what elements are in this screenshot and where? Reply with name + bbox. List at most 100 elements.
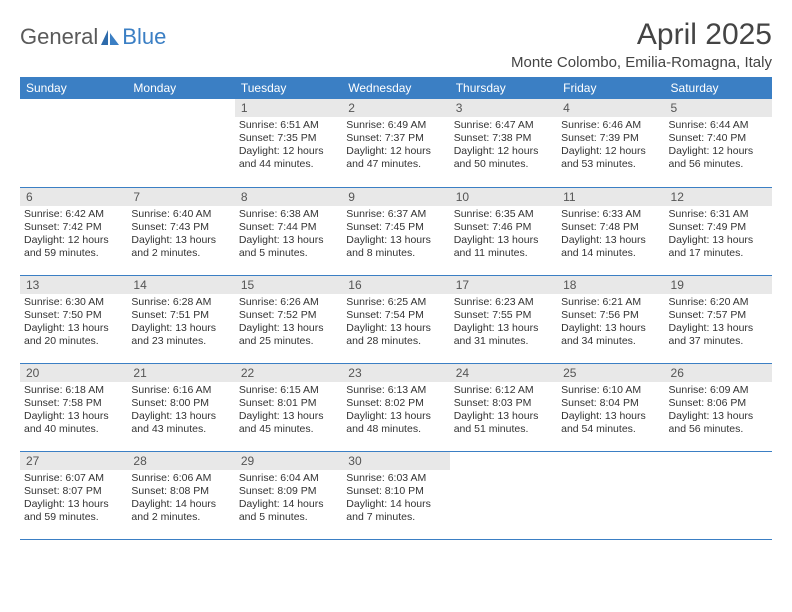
calendar-cell: 26Sunrise: 6:09 AMSunset: 8:06 PMDayligh… <box>665 363 772 451</box>
sunrise-line: Sunrise: 6:20 AM <box>669 296 768 309</box>
calendar-page: General Blue April 2025 Monte Colombo, E… <box>0 0 792 540</box>
day-number: 30 <box>342 452 449 470</box>
calendar-cell <box>557 451 664 539</box>
daylight-line: Daylight: 13 hours and 20 minutes. <box>24 322 123 348</box>
sunrise-line: Sunrise: 6:35 AM <box>454 208 553 221</box>
month-title: April 2025 <box>511 18 772 52</box>
logo: General Blue <box>20 18 166 50</box>
daylight-line: Daylight: 13 hours and 51 minutes. <box>454 410 553 436</box>
daylight-line: Daylight: 14 hours and 5 minutes. <box>239 498 338 524</box>
day-body: Sunrise: 6:25 AMSunset: 7:54 PMDaylight:… <box>342 294 449 349</box>
day-number: 8 <box>235 188 342 206</box>
day-number: 4 <box>557 99 664 117</box>
sunset-line: Sunset: 7:55 PM <box>454 309 553 322</box>
sunset-line: Sunset: 7:37 PM <box>346 132 445 145</box>
day-body: Sunrise: 6:09 AMSunset: 8:06 PMDaylight:… <box>665 382 772 437</box>
day-body: Sunrise: 6:30 AMSunset: 7:50 PMDaylight:… <box>20 294 127 349</box>
calendar-weekdays: Sunday Monday Tuesday Wednesday Thursday… <box>20 77 772 99</box>
calendar-cell: 14Sunrise: 6:28 AMSunset: 7:51 PMDayligh… <box>127 275 234 363</box>
calendar-cell: 2 Sunrise: 6:49 AMSunset: 7:37 PMDaylight… <box>342 99 449 187</box>
sunrise-line: Sunrise: 6:40 AM <box>131 208 230 221</box>
day-body: Sunrise: 6:04 AMSunset: 8:09 PMDaylight:… <box>235 470 342 525</box>
sunset-line: Sunset: 7:40 PM <box>669 132 768 145</box>
sunrise-line: Sunrise: 6:10 AM <box>561 384 660 397</box>
weekday-header: Saturday <box>665 77 772 99</box>
calendar-cell: 22Sunrise: 6:15 AMSunset: 8:01 PMDayligh… <box>235 363 342 451</box>
day-body: Sunrise: 6:18 AMSunset: 7:58 PMDaylight:… <box>20 382 127 437</box>
sunrise-line: Sunrise: 6:33 AM <box>561 208 660 221</box>
day-body: Sunrise: 6:35 AMSunset: 7:46 PMDaylight:… <box>450 206 557 261</box>
day-body: Sunrise: 6:46 AMSunset: 7:39 PMDaylight:… <box>557 117 664 172</box>
calendar-cell: 17Sunrise: 6:23 AMSunset: 7:55 PMDayligh… <box>450 275 557 363</box>
sunset-line: Sunset: 7:43 PM <box>131 221 230 234</box>
sunrise-line: Sunrise: 6:23 AM <box>454 296 553 309</box>
day-number: 23 <box>342 364 449 382</box>
day-number: 2 <box>342 99 449 117</box>
daylight-line: Daylight: 12 hours and 56 minutes. <box>669 145 768 171</box>
sunrise-line: Sunrise: 6:04 AM <box>239 472 338 485</box>
sunrise-line: Sunrise: 6:51 AM <box>239 119 338 132</box>
title-block: April 2025 Monte Colombo, Emilia-Romagna… <box>511 18 772 71</box>
day-number: 22 <box>235 364 342 382</box>
day-body: Sunrise: 6:07 AMSunset: 8:07 PMDaylight:… <box>20 470 127 525</box>
day-number: 16 <box>342 276 449 294</box>
daylight-line: Daylight: 13 hours and 34 minutes. <box>561 322 660 348</box>
calendar-cell: 19Sunrise: 6:20 AMSunset: 7:57 PMDayligh… <box>665 275 772 363</box>
day-body: Sunrise: 6:26 AMSunset: 7:52 PMDaylight:… <box>235 294 342 349</box>
sunset-line: Sunset: 8:07 PM <box>24 485 123 498</box>
calendar-cell: 25Sunrise: 6:10 AMSunset: 8:04 PMDayligh… <box>557 363 664 451</box>
weekday-header: Sunday <box>20 77 127 99</box>
day-number: 6 <box>20 188 127 206</box>
sunrise-line: Sunrise: 6:18 AM <box>24 384 123 397</box>
sunrise-line: Sunrise: 6:49 AM <box>346 119 445 132</box>
daylight-line: Daylight: 13 hours and 28 minutes. <box>346 322 445 348</box>
calendar-cell: 27Sunrise: 6:07 AMSunset: 8:07 PMDayligh… <box>20 451 127 539</box>
day-body: Sunrise: 6:03 AMSunset: 8:10 PMDaylight:… <box>342 470 449 525</box>
calendar-cell: 21Sunrise: 6:16 AMSunset: 8:00 PMDayligh… <box>127 363 234 451</box>
day-body: Sunrise: 6:21 AMSunset: 7:56 PMDaylight:… <box>557 294 664 349</box>
location: Monte Colombo, Emilia-Romagna, Italy <box>511 54 772 71</box>
calendar-cell: 12Sunrise: 6:31 AMSunset: 7:49 PMDayligh… <box>665 187 772 275</box>
sunset-line: Sunset: 8:10 PM <box>346 485 445 498</box>
sunrise-line: Sunrise: 6:26 AM <box>239 296 338 309</box>
calendar-body: 1Sunrise: 6:51 AMSunset: 7:35 PMDaylight… <box>20 99 772 539</box>
calendar-cell <box>450 451 557 539</box>
day-body: Sunrise: 6:10 AMSunset: 8:04 PMDaylight:… <box>557 382 664 437</box>
day-body: Sunrise: 6:37 AMSunset: 7:45 PMDaylight:… <box>342 206 449 261</box>
day-body: Sunrise: 6:33 AMSunset: 7:48 PMDaylight:… <box>557 206 664 261</box>
sunrise-line: Sunrise: 6:25 AM <box>346 296 445 309</box>
sunrise-line: Sunrise: 6:44 AM <box>669 119 768 132</box>
calendar-cell: 9Sunrise: 6:37 AMSunset: 7:45 PMDaylight… <box>342 187 449 275</box>
sunrise-line: Sunrise: 6:38 AM <box>239 208 338 221</box>
calendar-cell: 23Sunrise: 6:13 AMSunset: 8:02 PMDayligh… <box>342 363 449 451</box>
sunrise-line: Sunrise: 6:47 AM <box>454 119 553 132</box>
day-body: Sunrise: 6:47 AMSunset: 7:38 PMDaylight:… <box>450 117 557 172</box>
daylight-line: Daylight: 13 hours and 40 minutes. <box>24 410 123 436</box>
day-number: 15 <box>235 276 342 294</box>
day-number: 10 <box>450 188 557 206</box>
daylight-line: Daylight: 12 hours and 47 minutes. <box>346 145 445 171</box>
sunrise-line: Sunrise: 6:03 AM <box>346 472 445 485</box>
sunrise-line: Sunrise: 6:15 AM <box>239 384 338 397</box>
daylight-line: Daylight: 12 hours and 50 minutes. <box>454 145 553 171</box>
weekday-header: Monday <box>127 77 234 99</box>
sunset-line: Sunset: 7:35 PM <box>239 132 338 145</box>
daylight-line: Daylight: 13 hours and 45 minutes. <box>239 410 338 436</box>
calendar-cell: 6Sunrise: 6:42 AMSunset: 7:42 PMDaylight… <box>20 187 127 275</box>
calendar-table: Sunday Monday Tuesday Wednesday Thursday… <box>20 77 772 540</box>
sunset-line: Sunset: 7:44 PM <box>239 221 338 234</box>
daylight-line: Daylight: 13 hours and 31 minutes. <box>454 322 553 348</box>
sunset-line: Sunset: 7:50 PM <box>24 309 123 322</box>
weekday-header: Thursday <box>450 77 557 99</box>
sunset-line: Sunset: 8:06 PM <box>669 397 768 410</box>
daylight-line: Daylight: 13 hours and 37 minutes. <box>669 322 768 348</box>
daylight-line: Daylight: 13 hours and 43 minutes. <box>131 410 230 436</box>
day-number: 27 <box>20 452 127 470</box>
sunrise-line: Sunrise: 6:06 AM <box>131 472 230 485</box>
calendar-cell: 4Sunrise: 6:46 AMSunset: 7:39 PMDaylight… <box>557 99 664 187</box>
sunset-line: Sunset: 7:58 PM <box>24 397 123 410</box>
calendar-cell: 3Sunrise: 6:47 AMSunset: 7:38 PMDaylight… <box>450 99 557 187</box>
sunset-line: Sunset: 8:09 PM <box>239 485 338 498</box>
daylight-line: Daylight: 12 hours and 59 minutes. <box>24 234 123 260</box>
day-number: 21 <box>127 364 234 382</box>
